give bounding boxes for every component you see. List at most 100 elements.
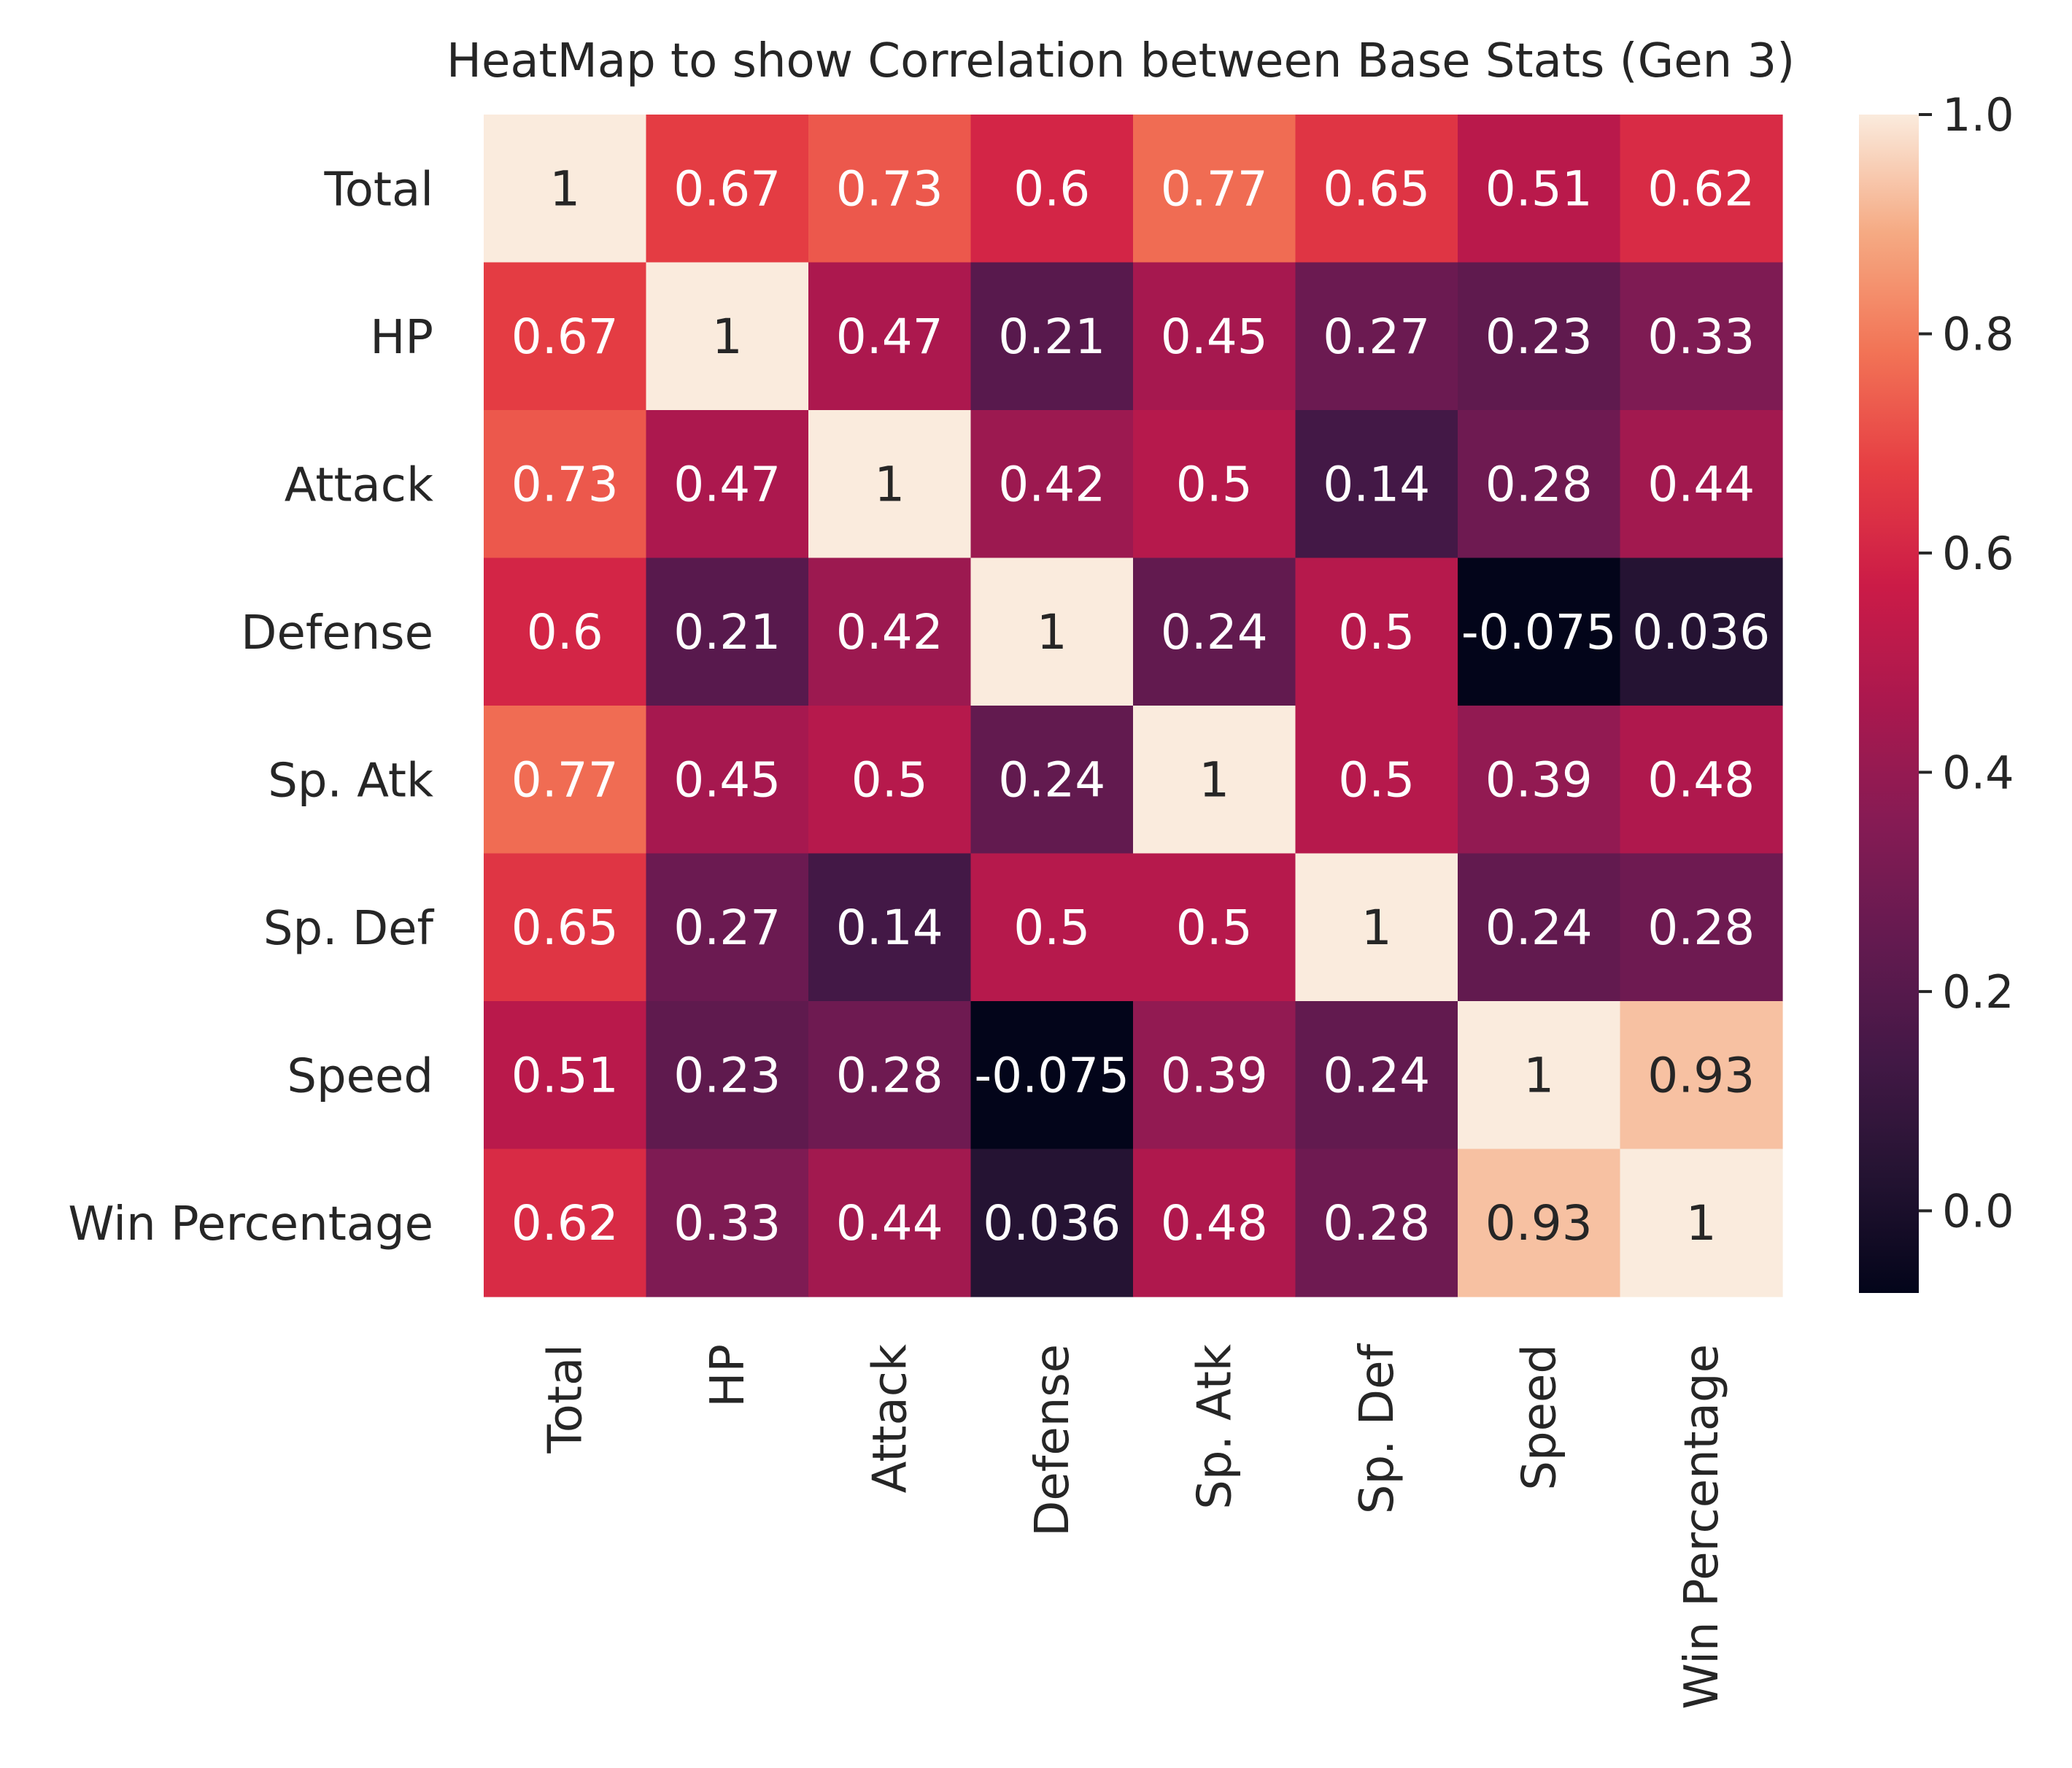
heatmap-cell [484, 557, 647, 706]
heatmap-cell [970, 1149, 1134, 1297]
cell-value-label: 0.5 [1176, 456, 1253, 512]
heatmap-cell [1458, 706, 1621, 854]
cell-value-label: 0.77 [511, 752, 619, 808]
cell-value-label: 0.45 [1161, 309, 1268, 365]
heatmap-cell [1620, 1149, 1783, 1297]
heatmap-cell [1458, 557, 1621, 706]
cell-value-label: 0.5 [1176, 900, 1253, 956]
heatmap-cell [484, 262, 647, 411]
y-tick-label: Attack [285, 458, 433, 512]
x-tick-label: Sp. Def [1350, 1343, 1404, 1515]
heatmap-cell [1295, 262, 1458, 411]
cell-value-label: 0.51 [511, 1047, 619, 1103]
colorbar: 0.0 0.2 0.4 0.6 0.8 1.0 [1859, 88, 2014, 1293]
heatmap-cell [808, 853, 972, 1002]
cell-value-label: 1 [1037, 604, 1067, 660]
heatmap-cell [970, 853, 1134, 1002]
heatmap-cell [1458, 1149, 1621, 1297]
cell-value-label: -0.075 [974, 1047, 1129, 1103]
heatmap-cell [1620, 410, 1783, 559]
x-tick-label: Win Percentage [1675, 1344, 1729, 1710]
cell-value-label: 1 [1523, 1047, 1554, 1103]
cell-value-label: 1 [712, 309, 743, 365]
heatmap-cell [484, 706, 647, 854]
heatmap-cell [970, 1001, 1134, 1150]
heatmap-cell [1133, 262, 1296, 411]
colorbar-tick-label: 0.8 [1942, 307, 2014, 360]
heatmap-cell [808, 706, 972, 854]
colorbar-tick-label: 0.0 [1942, 1184, 2014, 1238]
colorbar-tick-label: 1.0 [1942, 88, 2014, 142]
cell-value-label: 0.28 [1323, 1195, 1430, 1251]
heatmap-cell [484, 1149, 647, 1297]
heatmap-cell [646, 115, 809, 263]
colorbar-tick-label: 0.4 [1942, 746, 2014, 799]
heatmap-cell [1295, 853, 1458, 1002]
heatmap-cell [970, 557, 1134, 706]
cell-value-label: 0.21 [998, 309, 1105, 365]
heatmap-cell [1620, 853, 1783, 1002]
y-tick-label: Sp. Def [263, 902, 435, 956]
heatmap-cell [1458, 853, 1621, 1002]
cell-value-label: 0.48 [1647, 752, 1755, 808]
cell-value-label: 0.67 [673, 161, 781, 217]
cell-value-label: 0.67 [511, 309, 619, 365]
y-axis-labels: Total HP Attack Defense Sp. Atk Sp. Def Speed W… [68, 163, 434, 1251]
cell-value-label: 0.24 [998, 752, 1105, 808]
heatmap-cell [1295, 706, 1458, 854]
cell-value-label: 1 [1361, 900, 1392, 956]
cell-value-label: 0.33 [673, 1195, 781, 1251]
heatmap-cell [646, 706, 809, 854]
cell-value-label: 0.28 [1485, 456, 1593, 512]
colorbar-tick-label: 0.2 [1942, 965, 2014, 1019]
cell-value-label: 0.28 [836, 1047, 943, 1103]
heatmap-cell [1295, 115, 1458, 263]
cell-value-label: 0.24 [1161, 604, 1268, 660]
y-tick-label: Sp. Atk [268, 754, 433, 808]
heatmap-cells: 1 0.67 0.73 0.6 0.77 0.65 0.51 0.620.67 1 0.47 0.2… [484, 115, 1783, 1297]
cell-value-label: 0.77 [1161, 161, 1268, 217]
cell-value-label: 0.5 [1338, 604, 1415, 660]
cell-value-label: 0.45 [673, 752, 781, 808]
cell-value-label: 0.23 [673, 1047, 781, 1103]
heatmap-cell [1133, 706, 1296, 854]
heatmap-cell [1458, 410, 1621, 559]
y-tick-label: Win Percentage [68, 1197, 433, 1251]
heatmap-cell [1458, 115, 1621, 263]
heatmap-cell [1133, 557, 1296, 706]
cell-value-label: 0.24 [1323, 1047, 1430, 1103]
cell-value-label: 0.27 [1323, 309, 1430, 365]
cell-value-label: 0.51 [1485, 161, 1593, 217]
cell-value-label: 0.5 [1338, 752, 1415, 808]
cell-value-label: 0.27 [673, 900, 781, 956]
cell-value-label: 0.23 [1485, 309, 1593, 365]
x-tick-label: Defense [1026, 1344, 1080, 1537]
heatmap-cell [1295, 1001, 1458, 1150]
cell-value-label: 0.5 [1013, 900, 1090, 956]
heatmap-cell [808, 115, 972, 263]
x-tick-label: Sp. Atk [1188, 1344, 1242, 1510]
heatmap-cell [1458, 1001, 1621, 1150]
heatmap-cell [808, 262, 972, 411]
cell-value-label: 0.24 [1485, 900, 1593, 956]
heatmap-cell [484, 1001, 647, 1150]
cell-value-label: 0.65 [511, 900, 619, 956]
heatmap-cell [1458, 262, 1621, 411]
cell-value-label: 0.65 [1323, 161, 1430, 217]
x-tick-label: Speed [1512, 1344, 1566, 1491]
heatmap-cell [1620, 706, 1783, 854]
cell-value-label: 0.39 [1161, 1047, 1268, 1103]
heatmap-cell [970, 410, 1134, 559]
cell-value-label: 0.73 [511, 456, 619, 512]
heatmap-cell [970, 706, 1134, 854]
cell-value-label: 0.036 [983, 1195, 1121, 1251]
cell-value-label: 0.62 [511, 1195, 619, 1251]
cell-value-label: 0.14 [1323, 456, 1430, 512]
cell-value-label: 0.6 [1013, 161, 1090, 217]
cell-value-label: 1 [874, 456, 905, 512]
heatmap-cell [808, 1149, 972, 1297]
heatmap-cell [484, 853, 647, 1002]
y-tick-label: HP [370, 311, 433, 365]
colorbar-tick-label: 0.6 [1942, 527, 2014, 580]
cell-value-label: 0.33 [1647, 309, 1755, 365]
